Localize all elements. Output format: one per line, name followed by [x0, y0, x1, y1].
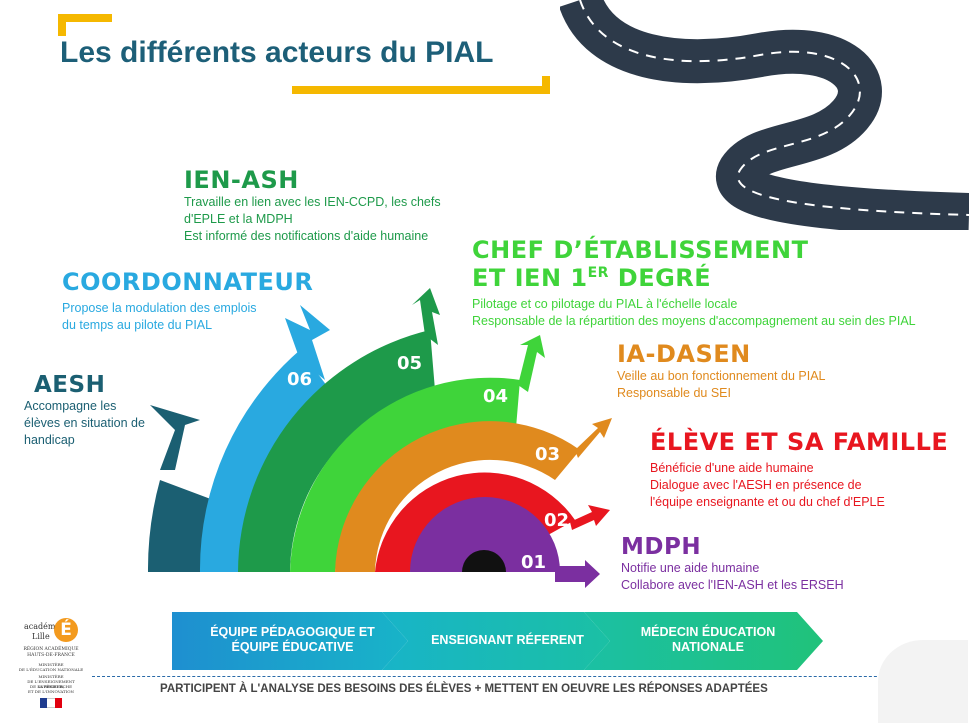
actor-chef-line-1: Pilotage et co pilotage du PIAL à l'éche…: [472, 297, 738, 311]
actor-eleve-name: ÉLÈVE ET SA FAMILLE: [650, 428, 949, 456]
academie-logo: académie Lille É RÉGION ACADÉMIQUE HAUTS…: [14, 614, 88, 722]
ring-02-eleve: [375, 472, 575, 572]
logo-academie: académie: [24, 622, 63, 631]
actor-chef-line-2: Responsable de la répartition des moyens…: [472, 314, 916, 328]
chevron-3-label: MÉDECIN ÉDUCATION NATIONALE: [640, 625, 776, 654]
title-deco-top-left-vert: [58, 14, 66, 36]
actor-aesh-line-2: élèves en situation de: [24, 416, 145, 430]
ring-05-ien: [238, 330, 435, 572]
num-07: 07: [180, 452, 206, 473]
actor-eleve-line-2: Dialogue avec l'AESH en présence de: [650, 478, 862, 492]
actor-coord-line-1: Propose la modulation des emplois: [62, 301, 257, 315]
logo-min2: MINISTÈRE: [38, 674, 64, 679]
num-04: 04: [483, 386, 509, 407]
chevron-2-label: ENSEIGNANT RÉFERENT: [431, 633, 584, 647]
logo-min1: MINISTÈRE: [38, 662, 64, 667]
chevron-3: [584, 612, 823, 670]
actor-aesh-line-1: Accompagne les: [24, 399, 117, 413]
actor-eleve-line-1: Bénéficie d'une aide humaine: [650, 461, 814, 475]
logo-flag: [40, 698, 62, 708]
actor-mdph-name: MDPH: [621, 534, 702, 560]
actor-ien-line-3: Est informé des notifications d'aide hum…: [184, 229, 429, 243]
num-05: 05: [397, 353, 423, 374]
corner-watermark: [878, 640, 968, 723]
footer-caption: PARTICIPENT À L'ANALYSE DES BESOINS DES …: [160, 683, 768, 695]
actor-ien-line-1: Travaille en lien avec les IEN-CCPD, les…: [184, 195, 441, 209]
title-deco-top-left: [58, 14, 112, 22]
footer-divider: [92, 676, 922, 677]
actor-ien-name: IEN-ASH: [184, 166, 299, 194]
actor-mdph-line-1: Notifie une aide humaine: [621, 561, 760, 575]
actor-mdph-line-2: Collabore avec l'IEN-ASH et les ERSEH: [621, 578, 844, 592]
num-03: 03: [535, 444, 561, 465]
logo-min2c: DE LA RECHERCHE: [29, 684, 73, 689]
page-title: Les différents acteurs du PIAL: [60, 36, 494, 69]
actor-coord-line-2: du temps au pilote du PIAL: [62, 318, 213, 332]
chevron-2: [382, 612, 610, 670]
actor-dasen-name: IA-DASEN: [617, 340, 751, 368]
actor-eleve: ÉLÈVE ET SA FAMILLE Bénéficie d'une aide…: [650, 428, 948, 511]
road-illustration: [560, 0, 969, 230]
actor-aesh: AESH Accompagne les élèves en situation …: [24, 372, 145, 449]
actor-eleve-line-3: l'équipe enseignante et ou du chef d'EPL…: [650, 495, 885, 509]
actor-aesh-name: AESH: [34, 372, 106, 398]
logo-region: RÉGION ACADÉMIQUE: [23, 647, 79, 652]
actor-coordonnateur: COORDONNATEUR Propose la modulation des …: [62, 268, 313, 334]
actor-dasen-line-2: Responsable du SEI: [617, 386, 731, 400]
title-deco-bottom-right: [292, 86, 550, 94]
actor-chef-name-1: CHEF D’ÉTABLISSEMENT: [472, 236, 809, 264]
actor-mdph: MDPH Notifie une aide humaine Collabore …: [621, 534, 844, 594]
num-06: 06: [287, 369, 313, 390]
actor-ia-dasen: IA-DASEN Veille au bon fonctionnement du…: [617, 340, 825, 402]
logo-min2b: DE L'ENSEIGNEMENT SUPÉRIEUR,: [27, 679, 75, 689]
chevron-1-label: ÉQUIPE PÉDAGOGIQUE ET ÉQUIPE ÉDUCATIVE: [210, 625, 375, 654]
logo-min2d: ET DE L'INNOVATION: [27, 689, 75, 694]
actor-coord-name: COORDONNATEUR: [62, 268, 314, 296]
logo-lille: Lille: [32, 632, 50, 641]
ring-01-mdph: [410, 497, 560, 572]
chevron-1: [172, 612, 408, 670]
ring-03-dasen: [335, 421, 580, 572]
num-02: 02: [544, 510, 570, 531]
logo-hdf: HAUTS-DE-FRANCE: [27, 653, 75, 658]
logo-e-mark: É: [54, 618, 78, 642]
actor-chef: CHEF D’ÉTABLISSEMENT ET IEN 1ER DEGRÉ Pi…: [472, 236, 916, 330]
actor-ien-ash: IEN-ASH Travaille en lien avec les IEN-C…: [184, 166, 441, 245]
actor-ien-line-2: d'EPLE et la MDPH: [184, 212, 293, 226]
logo-min1b: DE L'ÉDUCATION NATIONALE: [18, 667, 84, 672]
chevron-banner: [172, 612, 823, 670]
num-01: 01: [521, 552, 547, 573]
actor-dasen-line-1: Veille au bon fonctionnement du PIAL: [617, 369, 826, 383]
actor-chef-name-2: ET IEN 1ER DEGRÉ: [472, 264, 712, 292]
title-deco-bottom-right-vert: [542, 76, 550, 94]
actors-diagram: [147, 288, 612, 588]
actor-aesh-line-3: handicap: [24, 433, 75, 447]
